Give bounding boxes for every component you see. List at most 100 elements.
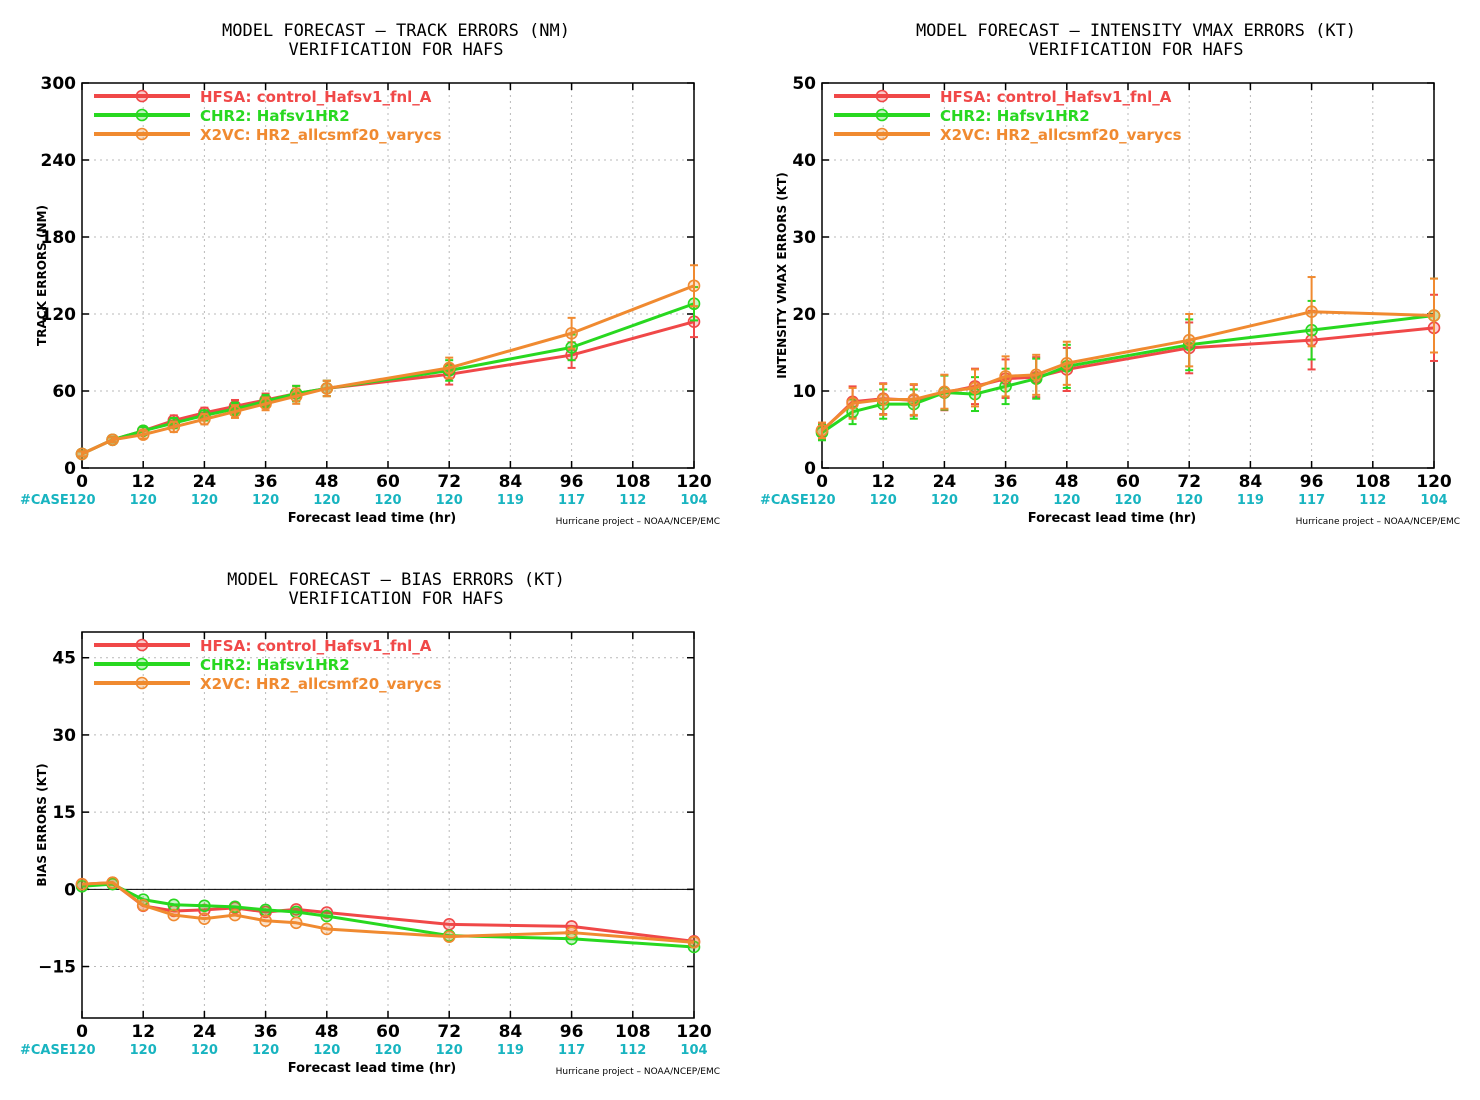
- legend-entry-x2vc: X2VC: HR2_allcsmf20_varycs: [94, 675, 442, 693]
- case-count: 120: [252, 1043, 279, 1058]
- x-tick-label: 24: [933, 472, 957, 492]
- data-point: [320, 909, 334, 923]
- chart-panel-3: MODEL FORECAST – BIAS ERRORS (KT)VERIFIC…: [20, 570, 720, 1077]
- data-point: [1182, 333, 1196, 347]
- data-point: [198, 912, 211, 925]
- case-count: 120: [130, 493, 157, 508]
- x-tick-label: 96: [560, 1022, 584, 1042]
- legend-entry-chr2: CHR2: Hafsv1HR2: [834, 107, 1090, 125]
- data-point: [136, 428, 150, 441]
- case-count: 120: [374, 1043, 401, 1058]
- case-count: 120: [436, 1043, 463, 1058]
- y-tick-label: 0: [804, 459, 816, 479]
- x-tick-label: 72: [437, 1022, 461, 1042]
- x-tick-label: 96: [560, 472, 584, 492]
- case-count: 117: [558, 493, 585, 508]
- case-count: 120: [436, 493, 463, 508]
- case-row-label: #CASE: [20, 1043, 69, 1058]
- case-count: 120: [191, 1043, 218, 1058]
- data-point: [106, 876, 119, 889]
- chart-title: MODEL FORECAST – BIAS ERRORS (KT): [227, 570, 565, 590]
- data-point: [938, 385, 951, 399]
- x-tick-label: 36: [254, 1022, 278, 1042]
- legend-marker: [135, 638, 149, 652]
- case-count: 120: [130, 1043, 157, 1058]
- chart-panel-1: MODEL FORECAST – TRACK ERRORS (NM)VERIFI…: [20, 21, 720, 527]
- data-point: [1029, 368, 1043, 382]
- case-count: 120: [68, 1043, 95, 1058]
- x-tick-label: 120: [676, 1022, 712, 1042]
- legend-marker: [135, 676, 149, 690]
- legend-label: X2VC: HR2_allcsmf20_varycs: [940, 126, 1182, 144]
- x-tick-label: 12: [131, 1022, 155, 1042]
- data-point: [106, 433, 119, 447]
- y-tick-label: 0: [64, 459, 76, 479]
- data-point: [320, 922, 334, 936]
- series-x2vc: [75, 876, 701, 949]
- case-count: 112: [619, 493, 646, 508]
- case-count: 120: [931, 493, 958, 508]
- x-tick-label: 36: [994, 472, 1018, 492]
- x-tick-label: 48: [315, 1022, 339, 1042]
- data-point: [259, 397, 272, 411]
- legend-label: HFSA: control_Hafsv1_fnl_A: [940, 88, 1172, 106]
- x-tick-label: 72: [1177, 472, 1201, 492]
- chart-subtitle: VERIFICATION FOR HAFS: [289, 589, 504, 609]
- legend-marker: [875, 108, 889, 122]
- x-tick-label: 84: [1239, 472, 1263, 492]
- x-tick-label: 0: [76, 1022, 88, 1042]
- y-tick-label: 50: [792, 74, 816, 94]
- legend-label: X2VC: HR2_allcsmf20_varycs: [200, 675, 442, 693]
- x-tick-label: 12: [131, 472, 155, 492]
- legend-entry-chr2: CHR2: Hafsv1HR2: [94, 656, 350, 674]
- legend-marker: [135, 108, 149, 122]
- case-count: 120: [252, 493, 279, 508]
- case-count: 117: [558, 1043, 585, 1058]
- y-tick-label: 45: [52, 649, 76, 669]
- legend-label: CHR2: Hafsv1HR2: [940, 107, 1090, 125]
- x-tick-label: 12: [871, 472, 895, 492]
- y-tick-label: 10: [792, 382, 816, 402]
- data-point: [198, 412, 211, 426]
- legend-label: CHR2: Hafsv1HR2: [200, 656, 350, 674]
- x-tick-label: 0: [816, 472, 828, 492]
- y-axis-label: INTENSITY VMAX ERRORS (KT): [775, 172, 789, 378]
- y-tick-label: 120: [41, 305, 77, 325]
- x-tick-label: 36: [254, 472, 278, 492]
- x-tick-label: 108: [615, 472, 651, 492]
- data-point: [968, 381, 982, 395]
- x-axis-label: Forecast lead time (hr): [288, 511, 456, 526]
- data-point: [75, 877, 89, 891]
- data-point: [167, 898, 181, 912]
- y-tick-label: 20: [792, 305, 816, 325]
- series-x2vc: [815, 276, 1441, 439]
- legend-marker: [135, 89, 149, 103]
- case-count: 117: [1298, 493, 1325, 508]
- data-point: [565, 926, 578, 939]
- y-axis-label: TRACK ERRORS (NM): [35, 205, 49, 346]
- case-count: 112: [1359, 493, 1386, 508]
- legend-label: HFSA: control_Hafsv1_fnl_A: [200, 637, 432, 655]
- x-tick-label: 84: [499, 1022, 523, 1042]
- legend-marker: [875, 127, 889, 141]
- case-row-label: #CASE: [20, 493, 69, 508]
- x-tick-label: 72: [437, 472, 461, 492]
- x-axis-label: Forecast lead time (hr): [288, 1061, 456, 1076]
- legend-entry-x2vc: X2VC: HR2_allcsmf20_varycs: [834, 126, 1182, 144]
- case-count: 120: [1114, 493, 1141, 508]
- data-point: [259, 903, 272, 917]
- data-point: [687, 936, 701, 949]
- data-point: [565, 326, 578, 340]
- case-count: 104: [1420, 493, 1447, 508]
- x-tick-label: 120: [676, 472, 712, 492]
- case-count: 120: [374, 493, 401, 508]
- legend-label: HFSA: control_Hafsv1_fnl_A: [200, 88, 432, 106]
- series-line: [81, 881, 695, 944]
- data-point: [228, 405, 242, 418]
- y-tick-label: 30: [52, 726, 76, 746]
- chart-title: MODEL FORECAST – INTENSITY VMAX ERRORS (…: [916, 21, 1356, 41]
- x-tick-label: 120: [1416, 472, 1452, 492]
- legend-entry-hfsa: HFSA: control_Hafsv1_fnl_A: [834, 88, 1172, 106]
- data-point: [75, 447, 89, 461]
